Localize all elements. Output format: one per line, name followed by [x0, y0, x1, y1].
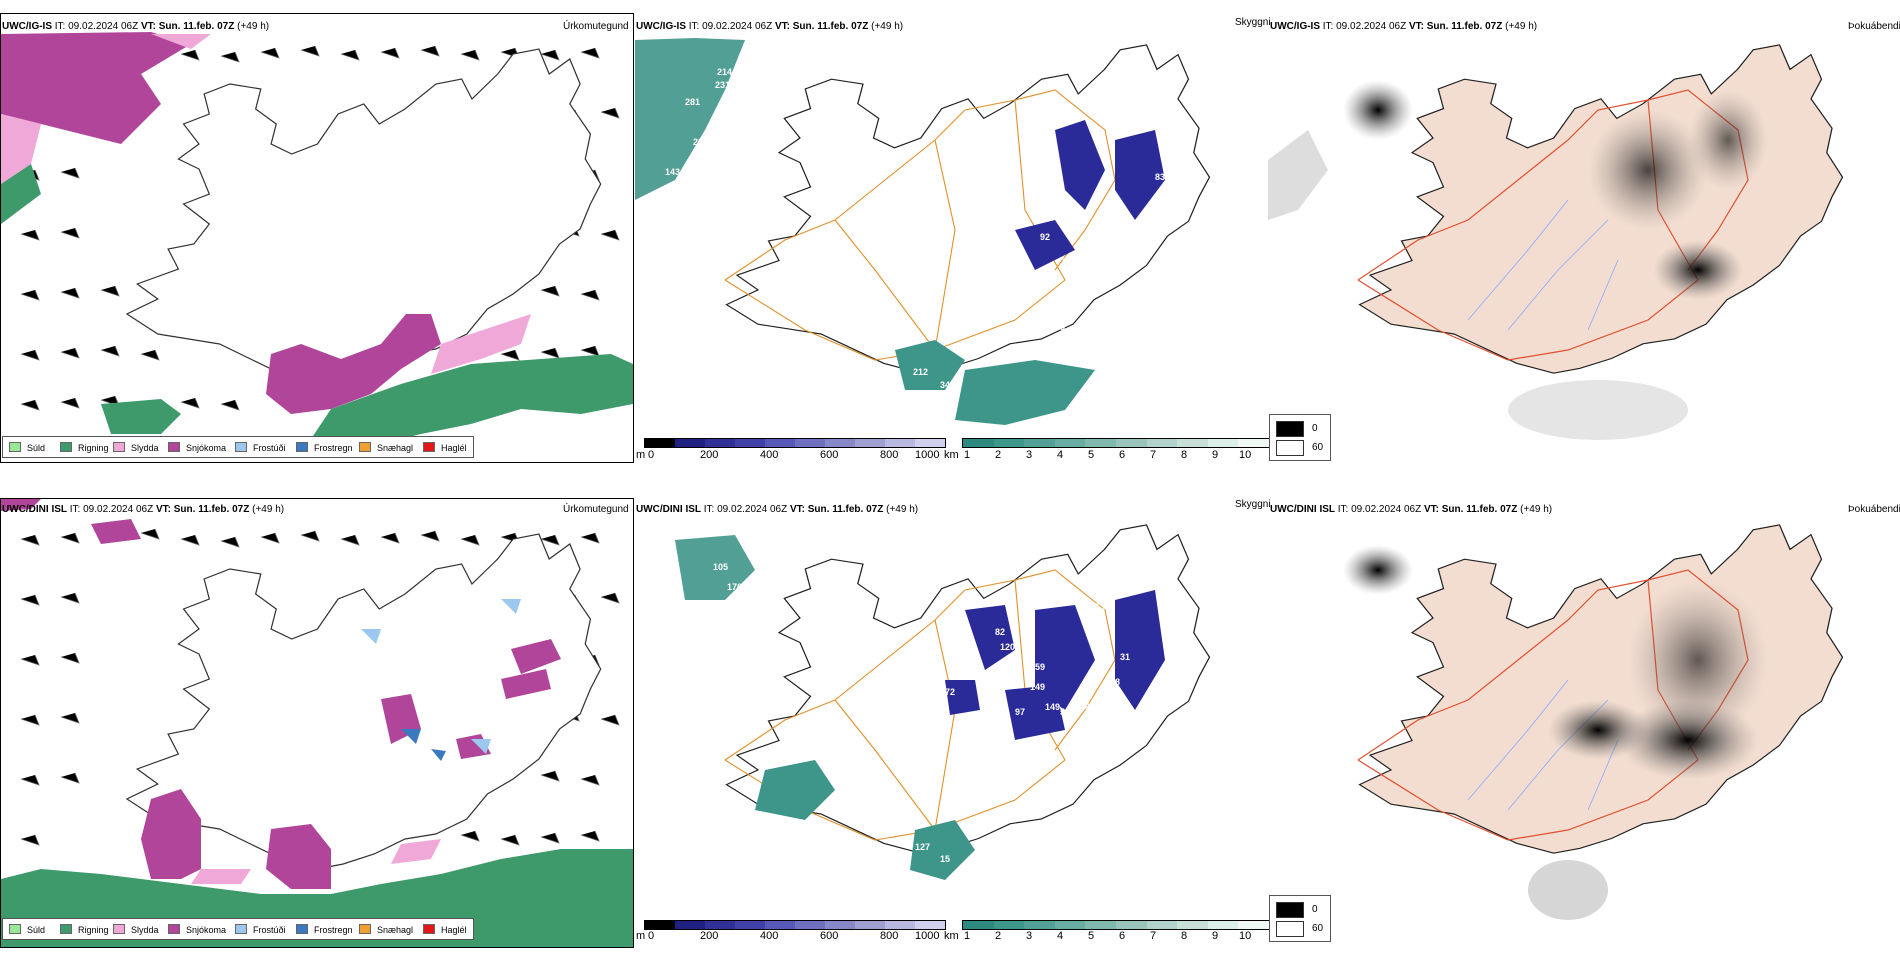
- distance-unit: km: [944, 449, 959, 461]
- svg-text:53: 53: [1060, 707, 1070, 717]
- precip-type-map-ig: [1, 32, 633, 454]
- cloud-label: 212: [913, 367, 928, 377]
- svg-text:149: 149: [1030, 682, 1045, 692]
- fog-legend-row1: 0 60: [1269, 414, 1331, 461]
- svg-text:315: 315: [875, 897, 890, 907]
- svg-text:149: 149: [1045, 702, 1060, 712]
- header-row1-cloud: UWC/IG-IS IT: 09.02.2024 06Z VT: Sun. 11…: [636, 21, 904, 32]
- cloud-map-ig: 214 231 172 281 384 227 312 850 143 32 1…: [635, 38, 1211, 430]
- fog-panel-dini: [1268, 510, 1900, 950]
- valid-time: Sun. 11.feb. 07Z: [158, 21, 235, 32]
- cloud-label: 143: [665, 167, 680, 177]
- svg-text:130: 130: [1095, 602, 1110, 612]
- header-row1-precip: UWC/IG-IS IT: 09.02.2024 06Z VT: Sun. 11…: [2, 21, 269, 32]
- header-row2-cloud: UWC/DINI ISL IT: 09.02.2024 06Z VT: Sun.…: [636, 504, 919, 515]
- header-row2-precip: UWC/DINI ISL IT: 09.02.2024 06Z VT: Sun.…: [2, 504, 285, 515]
- cloud-label: 63: [1055, 322, 1065, 332]
- title-fog: Þokuábendi: [1848, 21, 1900, 32]
- cloud-label: 32: [1000, 187, 1010, 197]
- rain-blob-sw: [101, 399, 181, 434]
- height-scale-row2: [644, 920, 946, 930]
- svg-text:120: 120: [1000, 642, 1015, 652]
- cloud-label: 83: [1155, 172, 1165, 182]
- precip-type-map-dini: [1, 499, 633, 947]
- cloud-label: 384: [715, 117, 730, 127]
- cloud-label: 172: [730, 92, 745, 102]
- distance-scale-row2: [962, 920, 1270, 930]
- height-scale-row1: [644, 438, 946, 448]
- precip-legend-row1: Súld Rigning Slydda Snjókoma Frostúði Fr…: [2, 436, 474, 458]
- svg-text:15: 15: [940, 854, 950, 864]
- cloud-label: 227: [693, 137, 708, 147]
- svg-text:72: 72: [945, 687, 955, 697]
- distance-scale-row1: [962, 438, 1270, 448]
- svg-text:105: 105: [713, 562, 728, 572]
- svg-text:176: 176: [727, 582, 742, 592]
- cloud-label: 110: [1135, 247, 1150, 257]
- svg-text:28: 28: [875, 882, 885, 892]
- navy-cells: [1015, 120, 1165, 270]
- cloud-label: 312: [709, 147, 724, 157]
- snow-area: [1, 32, 191, 144]
- svg-text:82: 82: [995, 627, 1005, 637]
- svg-text:58: 58: [1110, 677, 1120, 687]
- sleet-area-south: [431, 314, 531, 374]
- cloud-map-dini: 105 176 130 82 120 59 149 97 149 53 165 …: [675, 524, 1211, 907]
- it-label: IT:: [54, 21, 66, 32]
- cloud-label: 141: [1080, 257, 1095, 267]
- cloud-label: 231: [715, 80, 730, 90]
- cloud-label: 123: [1053, 207, 1068, 217]
- header-row2-fog: UWC/DINI ISL IT: 09.02.2024 06Z VT: Sun.…: [1270, 504, 1553, 515]
- precip-type-panel-ig: [0, 13, 634, 463]
- svg-text:31: 31: [1120, 652, 1130, 662]
- svg-text:59: 59: [1035, 662, 1045, 672]
- model-name: UWC/IG-IS: [2, 21, 52, 32]
- cloud-label: 281: [685, 97, 700, 107]
- cloud-label: 92: [1040, 232, 1050, 242]
- svg-text:97: 97: [1015, 707, 1025, 717]
- cloud-panel-dini: 105 176 130 82 120 59 149 97 149 53 165 …: [635, 510, 1265, 910]
- svg-text:73: 73: [1120, 707, 1130, 717]
- fog-map-dini: [1343, 524, 1844, 920]
- sleet-area: [1, 34, 211, 184]
- header-row1-fog: UWC/IG-IS IT: 09.02.2024 06Z VT: Sun. 11…: [1270, 21, 1538, 32]
- cloud-label: 97: [1120, 262, 1130, 272]
- snow-area-south: [266, 314, 441, 414]
- precip-type-panel-dini: [0, 498, 634, 948]
- svg-text:127: 127: [915, 842, 930, 852]
- fog-panel-ig: [1268, 30, 1900, 470]
- vt-label: VT:: [140, 21, 156, 32]
- cloud-panel-ig: 214 231 172 281 384 227 312 850 143 32 1…: [635, 30, 1265, 430]
- cloud-label: 346: [940, 380, 955, 390]
- cloud-label: 850: [707, 167, 722, 177]
- cloud-label: 90: [1155, 192, 1165, 202]
- cloud-label: 64: [940, 420, 950, 430]
- lead-time: (+49 h): [237, 21, 270, 32]
- rain-area-south: [301, 354, 633, 454]
- height-unit: m: [636, 449, 646, 461]
- title-cloud-base: Skyggni: [1235, 17, 1271, 28]
- precip-legend-row2: Súld Rigning Slydda Snjókoma Frostúði Fr…: [2, 918, 474, 940]
- fog-legend-row2: 0 60: [1269, 895, 1331, 942]
- cloud-label: 214: [717, 67, 732, 77]
- title-precip-type: Úrkomutegund: [563, 21, 629, 32]
- cloud-labels-ig: 214 231 172 281 384 227 312 850 143 32 1…: [665, 67, 1165, 430]
- fog-map-ig: [1268, 44, 1844, 440]
- cloud-label: 72: [1060, 257, 1070, 267]
- init-time: 09.02.2024 06Z: [68, 21, 139, 32]
- svg-text:165: 165: [1080, 702, 1095, 712]
- rain-area: [1, 164, 41, 224]
